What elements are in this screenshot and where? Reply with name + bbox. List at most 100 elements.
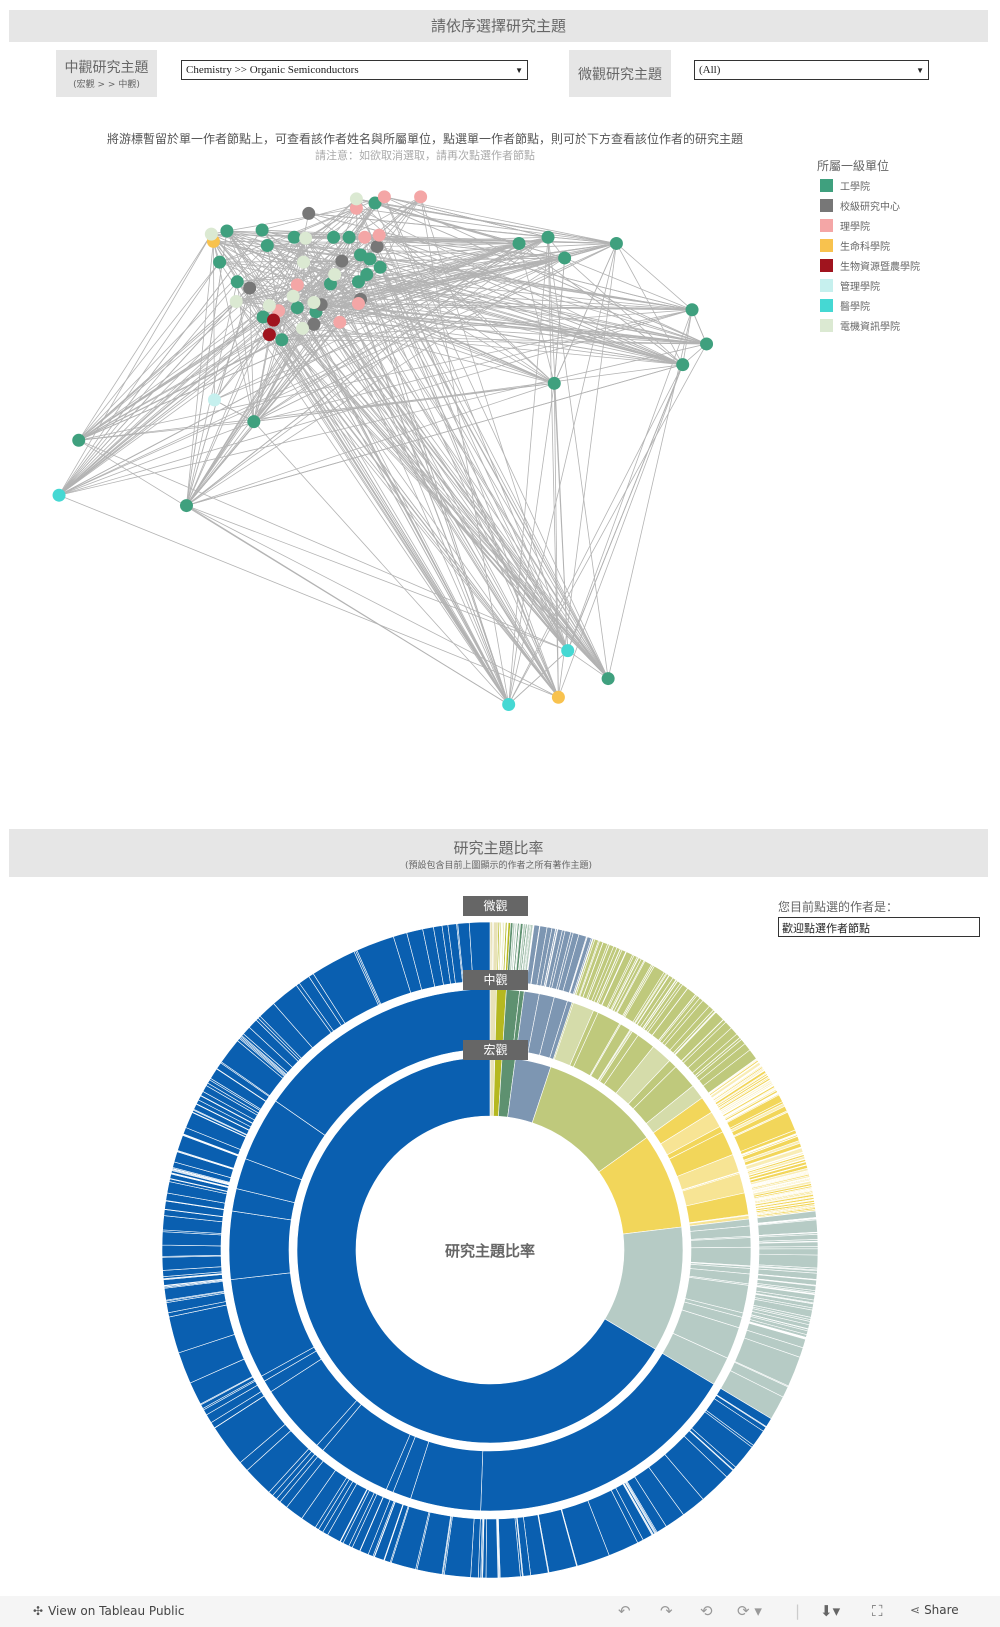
coauthor-edge — [214, 245, 268, 401]
coauthor-edge — [58, 257, 565, 496]
author-node[interactable] — [255, 223, 269, 237]
author-node[interactable] — [290, 278, 304, 292]
author-node[interactable] — [327, 230, 341, 244]
author-node[interactable] — [609, 236, 623, 250]
author-node[interactable] — [676, 358, 690, 372]
coauthor-edge — [358, 243, 617, 304]
coauthor-edge — [508, 237, 549, 705]
coauthor-edge — [211, 233, 361, 256]
coauthor-edge — [547, 237, 569, 651]
author-node[interactable] — [372, 228, 386, 242]
author-node[interactable] — [363, 252, 377, 266]
legend-item[interactable]: 電機資訊學院 — [820, 318, 900, 333]
author-node[interactable] — [296, 321, 310, 335]
ring-label-meso: 中觀 — [463, 970, 528, 990]
coauthor-edge — [558, 243, 617, 698]
legend-item[interactable]: 醫學院 — [820, 298, 870, 313]
legend-item[interactable]: 校級研究中心 — [820, 198, 900, 213]
fullscreen-icon[interactable]: ⛶ — [872, 1602, 883, 1620]
refresh-icon[interactable]: ⟳ ▾ — [737, 1602, 762, 1620]
coauthor-edge — [78, 339, 282, 441]
author-node[interactable] — [307, 317, 321, 331]
author-node[interactable] — [302, 206, 316, 220]
author-node[interactable] — [414, 190, 428, 204]
download-icon[interactable]: ⬇▾ — [820, 1602, 841, 1620]
topic-sunburst-chart[interactable] — [0, 880, 1000, 1580]
author-node[interactable] — [551, 690, 565, 704]
author-node[interactable] — [267, 313, 281, 327]
share-button[interactable]: ⋖ Share — [910, 1603, 959, 1617]
author-node[interactable] — [230, 275, 244, 289]
author-node[interactable] — [512, 236, 526, 250]
coauthor-edge — [213, 241, 255, 422]
legend-item[interactable]: 理學院 — [820, 218, 870, 233]
coauthor-edge — [186, 238, 306, 506]
author-node[interactable] — [601, 672, 615, 686]
author-node[interactable] — [502, 697, 516, 711]
author-node[interactable] — [351, 275, 365, 289]
author-node[interactable] — [349, 192, 363, 206]
author-node[interactable] — [262, 328, 276, 342]
author-node[interactable] — [368, 196, 382, 210]
legend-label: 電機資訊學院 — [840, 322, 900, 333]
author-node[interactable] — [275, 333, 289, 347]
coauthor-edge — [315, 311, 559, 698]
author-node[interactable] — [541, 230, 555, 244]
author-node[interactable] — [243, 281, 257, 295]
macro-topic-segment[interactable] — [296, 1056, 656, 1444]
author-node[interactable] — [307, 296, 321, 310]
author-node[interactable] — [262, 299, 276, 313]
author-node[interactable] — [204, 227, 218, 241]
undo-icon[interactable]: ↶ — [618, 1602, 631, 1620]
author-node[interactable] — [685, 303, 699, 317]
author-node[interactable] — [52, 488, 66, 502]
author-node[interactable] — [297, 255, 311, 269]
author-node[interactable] — [286, 289, 300, 303]
coauthor-edge — [313, 281, 359, 325]
author-node[interactable] — [561, 644, 575, 658]
coauthor-edge — [266, 245, 510, 705]
author-node[interactable] — [377, 190, 391, 204]
legend-item[interactable]: 生物資源暨農學院 — [820, 258, 920, 273]
meso-topic-segment[interactable] — [228, 1210, 292, 1280]
author-node[interactable] — [358, 230, 372, 244]
author-node[interactable] — [333, 315, 347, 329]
coauthor-edge — [508, 383, 555, 705]
author-node[interactable] — [351, 297, 365, 311]
author-node[interactable] — [207, 393, 221, 407]
author-node[interactable] — [229, 294, 243, 308]
author-node[interactable] — [290, 301, 304, 315]
author-node[interactable] — [547, 376, 561, 390]
legend-swatch — [820, 299, 833, 312]
author-node[interactable] — [179, 499, 193, 513]
author-node[interactable] — [299, 231, 313, 245]
legend-swatch — [820, 219, 833, 232]
legend-item[interactable]: 工學院 — [820, 178, 870, 193]
author-node[interactable] — [247, 415, 261, 429]
author-node[interactable] — [213, 255, 227, 269]
legend-item[interactable]: 生命科學院 — [820, 238, 890, 253]
legend-item[interactable]: 管理學院 — [820, 278, 880, 293]
meso-topic-dropdown[interactable]: Chemistry >> Organic Semiconductors ▼ — [181, 60, 528, 80]
revert-icon[interactable]: ⟲ — [700, 1602, 713, 1620]
author-node[interactable] — [373, 260, 387, 274]
author-node[interactable] — [342, 230, 356, 244]
micro-topic-segment[interactable] — [485, 1518, 499, 1579]
author-node[interactable] — [335, 254, 349, 268]
author-node[interactable] — [558, 251, 572, 265]
micro-topic-segment[interactable] — [161, 1244, 222, 1257]
author-node[interactable] — [328, 268, 342, 282]
author-node[interactable] — [287, 230, 301, 244]
redo-icon[interactable]: ↷ — [660, 1602, 673, 1620]
author-node[interactable] — [260, 239, 274, 253]
author-node[interactable] — [220, 224, 234, 238]
micro-topic-dropdown[interactable]: (All) ▼ — [694, 60, 929, 80]
author-node[interactable] — [370, 240, 384, 254]
view-on-tableau-link[interactable]: ✣ View on Tableau Public — [33, 1604, 184, 1618]
author-node[interactable] — [72, 433, 86, 447]
author-network-graph[interactable] — [0, 170, 800, 730]
author-node[interactable] — [256, 310, 270, 324]
coauthor-edge — [78, 284, 298, 441]
author-node[interactable] — [349, 201, 363, 215]
author-node[interactable] — [700, 337, 714, 351]
